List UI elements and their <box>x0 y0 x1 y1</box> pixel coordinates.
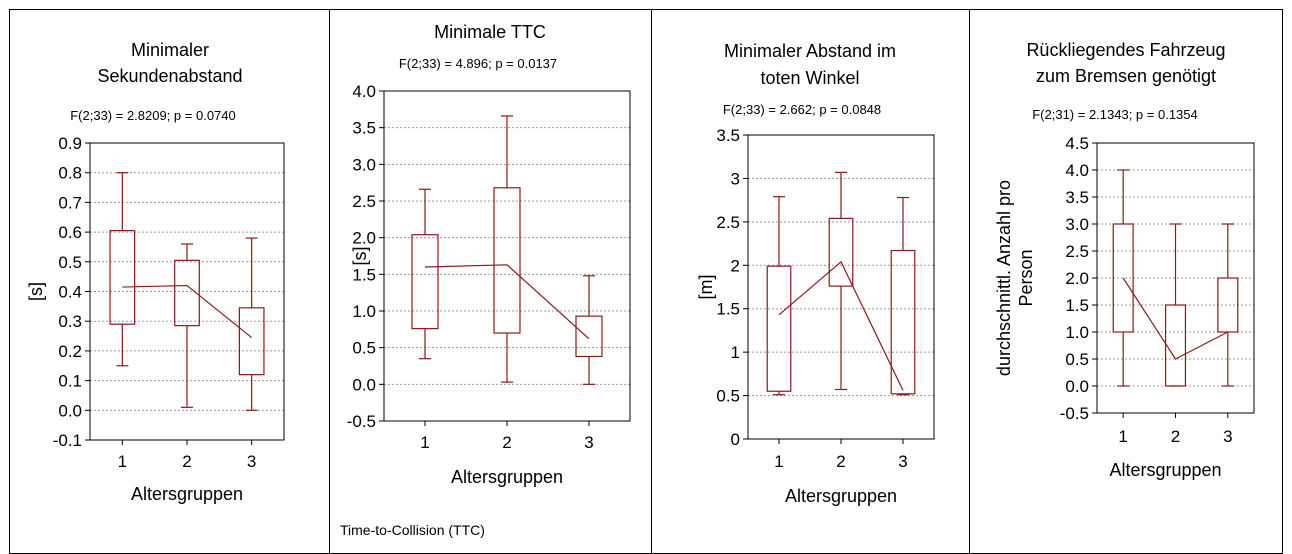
y-tick-label: 0.4 <box>58 283 82 302</box>
y-tick-label: 3.0 <box>1065 215 1089 234</box>
y-tick-label: 1 <box>731 343 740 362</box>
x-tick-label: 1 <box>774 452 783 471</box>
y-tick-label: 3.5 <box>352 119 376 138</box>
chart-panel-4: Rückliegendes Fahrzeug zum Bremsen genöti… <box>994 40 1255 480</box>
y-axis-label: [s] <box>350 246 370 265</box>
y-axis-label: durchschnittl. Anzahl pro <box>994 180 1014 376</box>
y-tick-label: 0.2 <box>58 342 82 361</box>
stat-label: F(2;33) = 2.662; p = 0.0848 <box>723 102 881 117</box>
figure-frame <box>9 9 1283 554</box>
x-tick-label: 3 <box>584 433 593 452</box>
box-iqr <box>411 234 439 330</box>
y-tick-label: 4.0 <box>1065 161 1089 180</box>
box-iqr <box>890 249 916 395</box>
y-tick-label: 0.8 <box>58 164 82 183</box>
y-tick-label: 2.5 <box>1065 242 1089 261</box>
y-axis-label: Person <box>1016 249 1036 306</box>
y-tick-label: 2.0 <box>1065 269 1089 288</box>
y-axis-label: [s] <box>26 282 46 301</box>
x-tick-label: 2 <box>182 452 191 471</box>
y-tick-label: 2.5 <box>352 192 376 211</box>
y-tick-label: -0.1 <box>53 431 82 450</box>
chart-panel-2: Minimale TTC F(2;33) = 4.896; p = 0.0137 -… <box>340 22 631 538</box>
footnote: Time-to-Collision (TTC) <box>340 522 485 538</box>
y-tick-label: 2.0 <box>352 229 376 248</box>
box-iqr <box>174 259 200 327</box>
y-tick-label: 3.0 <box>352 155 376 174</box>
chart-title: Rückliegendes Fahrzeug <box>1026 40 1225 60</box>
median-line <box>122 284 253 339</box>
chart-title: Sekundenabstand <box>97 66 242 86</box>
y-tick-label: 1.5 <box>716 300 740 319</box>
stat-label: F(2;33) = 4.896; p = 0.0137 <box>399 56 557 71</box>
chart-title: toten Winkel <box>760 68 859 88</box>
y-tick-label: 0.5 <box>1065 350 1089 369</box>
y-tick-label: -0.5 <box>347 412 376 431</box>
box-iqr <box>575 315 603 358</box>
y-tick-label: 0.6 <box>58 223 82 242</box>
chart-title: Minimaler Abstand im <box>724 41 896 61</box>
y-tick-label: 0.9 <box>58 134 82 153</box>
x-axis-label: Altersgruppen <box>451 467 563 487</box>
y-axis-label: [m] <box>696 275 716 300</box>
x-tick-label: 3 <box>1223 427 1232 446</box>
y-tick-label: 0.0 <box>1065 377 1089 396</box>
y-tick-label: 0.3 <box>58 312 82 331</box>
median-line <box>424 264 590 340</box>
chart-panel-3: Minimaler Abstand im toten Winkel F(2;33) … <box>696 41 935 506</box>
box-iqr <box>828 217 854 287</box>
box-iqr <box>109 230 136 325</box>
y-tick-label: 1.5 <box>1065 296 1089 315</box>
x-tick-label: 1 <box>420 433 429 452</box>
y-tick-label: 0.0 <box>352 375 376 394</box>
y-tick-label: 4.0 <box>352 82 376 101</box>
median-line <box>1122 277 1229 360</box>
y-tick-label: 0.0 <box>58 401 82 420</box>
x-axis-label: Altersgruppen <box>1109 460 1221 480</box>
y-tick-label: 0.5 <box>716 387 740 406</box>
box-iqr <box>1112 223 1134 333</box>
x-tick-label: 2 <box>836 452 845 471</box>
stat-label: F(2;31) = 2.1343; p = 0.1354 <box>1032 107 1198 122</box>
y-tick-label: 0.5 <box>352 339 376 358</box>
chart-panel-1: Minimaler Sekundenabstand F(2;33) = 2.8209… <box>26 40 285 504</box>
x-tick-label: 2 <box>502 433 511 452</box>
box-iqr <box>766 265 792 392</box>
y-tick-label: 0.7 <box>58 193 82 212</box>
x-tick-label: 3 <box>247 452 256 471</box>
x-axis-label: Altersgruppen <box>131 484 243 504</box>
x-tick-label: 1 <box>1118 427 1127 446</box>
y-tick-label: 3.5 <box>1065 188 1089 207</box>
y-tick-label: -0.5 <box>1060 404 1089 423</box>
x-tick-label: 2 <box>1171 427 1180 446</box>
y-tick-label: 1.5 <box>352 265 376 284</box>
median-line <box>778 260 904 391</box>
y-tick-label: 0 <box>731 430 740 449</box>
x-tick-label: 1 <box>118 452 127 471</box>
stat-label: F(2;33) = 2.8209; p = 0.0740 <box>70 108 236 123</box>
x-tick-label: 3 <box>898 452 907 471</box>
x-axis-label: Altersgruppen <box>785 486 897 506</box>
chart-title: Minimaler <box>131 40 209 60</box>
y-tick-label: 2 <box>731 256 740 275</box>
box-iqr <box>238 307 265 376</box>
chart-title: zum Bremsen genötigt <box>1036 66 1216 86</box>
y-tick-label: 1.0 <box>352 302 376 321</box>
y-tick-label: 2.5 <box>716 213 740 232</box>
y-tick-label: 3.5 <box>716 126 740 145</box>
y-tick-label: 3 <box>731 169 740 188</box>
box-iqr <box>493 187 521 334</box>
y-tick-label: 0.5 <box>58 253 82 272</box>
y-tick-label: 0.1 <box>58 372 82 391</box>
y-tick-label: 1.0 <box>1065 323 1089 342</box>
box-iqr <box>1164 304 1187 387</box>
chart-title: Minimale TTC <box>434 22 546 42</box>
y-tick-label: 4.5 <box>1065 134 1089 153</box>
